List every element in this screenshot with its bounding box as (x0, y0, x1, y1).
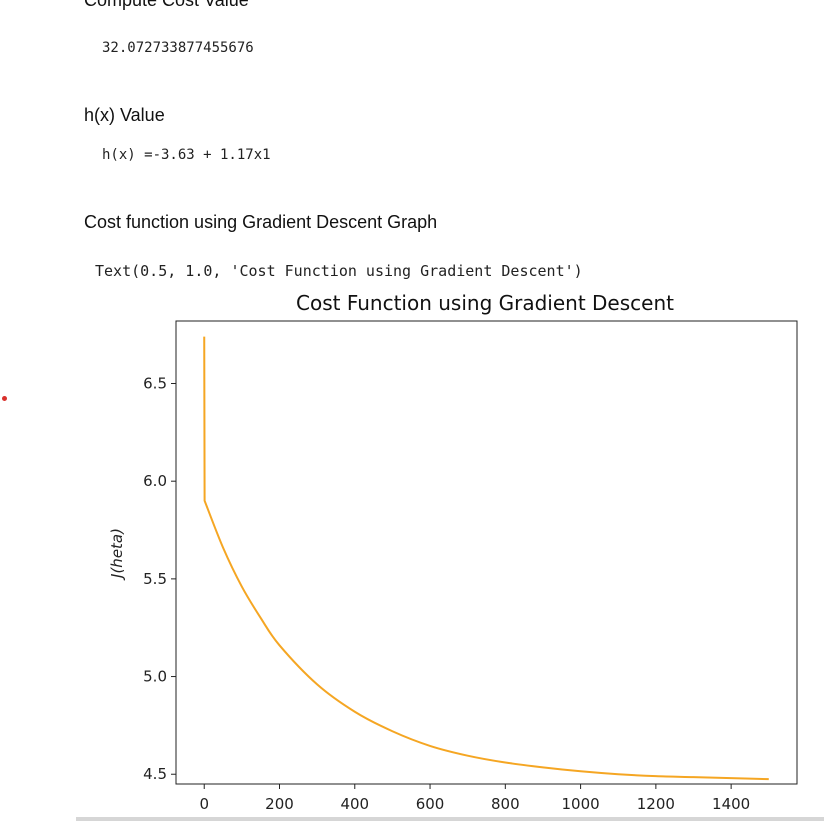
plot-frame (175, 320, 798, 785)
x-tick-label: 0 (199, 795, 209, 813)
y-tick-label: 5.5 (143, 570, 167, 588)
x-axis: 0 200 400 600 800 1000 1200 1400 (199, 784, 750, 813)
hx-heading: h(x) Value (84, 105, 165, 125)
graph-heading: Cost function using Gradient Descent Gra… (84, 212, 438, 232)
x-tick-label: 1000 (561, 795, 599, 813)
cursor-marker (2, 396, 7, 401)
x-tick-label: 800 (491, 795, 520, 813)
x-tick-label: 1400 (712, 795, 750, 813)
y-tick-label: 6.0 (143, 472, 167, 490)
hx-output: h(x) =-3.63 + 1.17x1 (102, 147, 271, 163)
x-tick-label: 400 (340, 795, 369, 813)
horizontal-scrollbar[interactable] (76, 817, 824, 821)
graph-output-text: Text(0.5, 1.0, 'Cost Function using Grad… (95, 262, 583, 280)
x-tick-label: 200 (265, 795, 294, 813)
compute-cost-output: 32.072733877455676 (102, 40, 254, 56)
y-axis: 4.5 5.0 5.5 6.0 6.5 (143, 375, 176, 783)
y-tick-label: 5.0 (143, 668, 167, 686)
compute-cost-heading: Compute Cost Value (84, 0, 249, 10)
chart-title: Cost Function using Gradient Descent (296, 291, 674, 315)
y-axis-label: J(heta) (108, 528, 126, 581)
y-tick-label: 6.5 (143, 375, 167, 393)
x-tick-label: 1200 (637, 795, 675, 813)
cost-series-line (203, 336, 769, 781)
y-tick-label: 4.5 (143, 765, 167, 783)
x-tick-label: 600 (416, 795, 445, 813)
